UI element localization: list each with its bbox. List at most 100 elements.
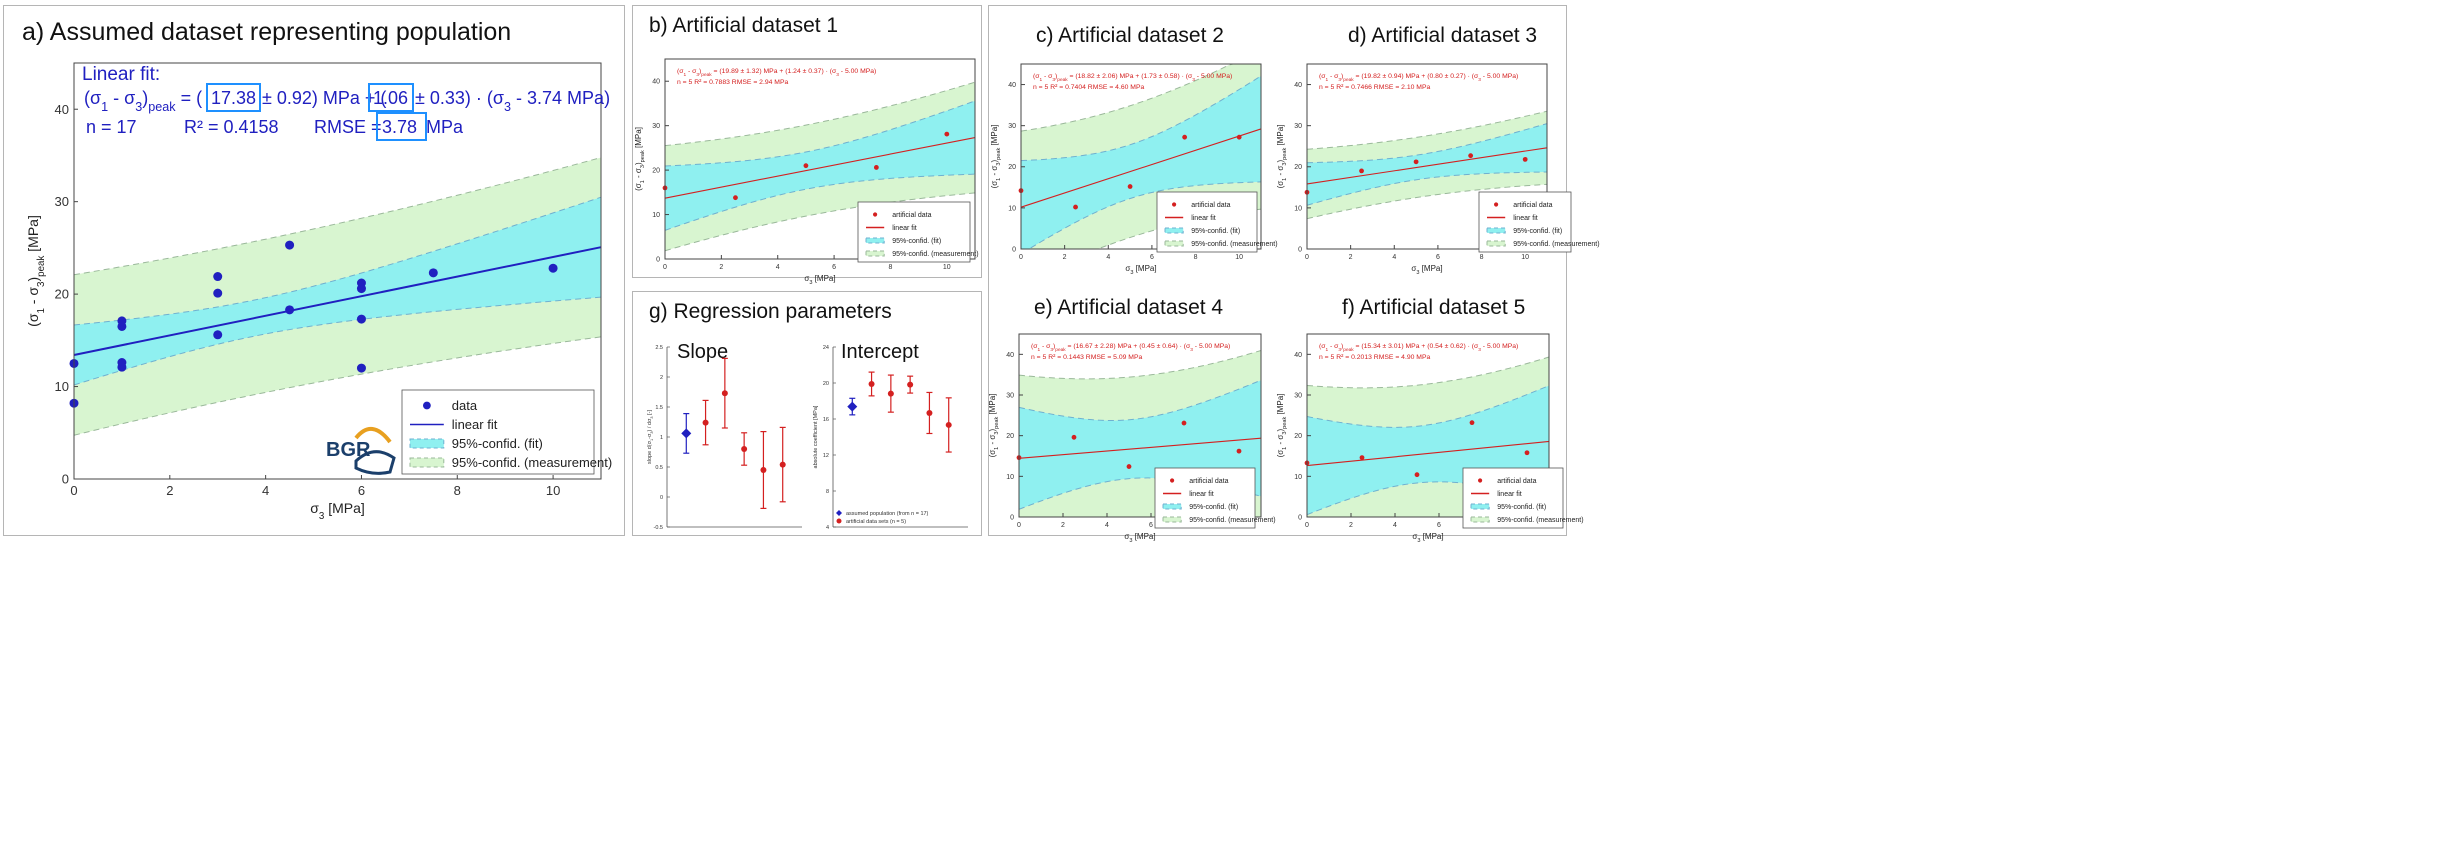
legend-label: artificial data — [1497, 478, 1536, 485]
y-tick-label: 10 — [1006, 474, 1014, 481]
legend-label: artificial data — [1189, 478, 1228, 485]
legend-label: 95%-confid. (fit) — [1513, 228, 1562, 235]
legend-marker-measurement-band — [1470, 516, 1490, 523]
panel-g-title: g) Regression parameters — [649, 300, 892, 323]
band-fit-d — [1307, 123, 1547, 206]
y-tick-label: 30 — [1294, 123, 1302, 130]
legend-g: assumed population (from n = 17) artifici… — [836, 510, 929, 525]
bgr-logo: BGR — [326, 427, 396, 475]
y-axis-label: (σ1 - σ3)peak [MPa] — [988, 394, 1000, 458]
legend-label: linear fit — [1189, 491, 1214, 498]
band-fit-upper-d — [1306, 123, 1548, 164]
annotation-rmse: 3.78 — [382, 117, 417, 137]
band-fit-upper-c — [1020, 75, 1262, 162]
y-tick-label: 40 — [1006, 352, 1014, 359]
annotation-stats-c: n = 5 R² = 0.7404 RMSE = 4.60 MPa — [1033, 84, 1144, 91]
annotation-equation-b: (σ1 - σ3)peak = (19.89 ± 1.32) MPa + (1.… — [677, 68, 876, 78]
y-tick-label: 20 — [652, 168, 660, 175]
annotation-stats-b: n = 5 R² = 0.7883 RMSE = 2.94 MPa — [677, 79, 788, 86]
x-axis-label: σ3 [MPa] — [1125, 264, 1156, 276]
y-tick-label: 16 — [823, 417, 829, 423]
x-axis-label: σ3 [MPa] — [1412, 532, 1443, 544]
legend-f: artificial data linear fit 95%-confid. (fi… — [1462, 467, 1584, 529]
band-measurement-upper-b — [664, 81, 976, 147]
y-tick-label: 2 — [660, 375, 663, 381]
panel-a: a) Assumed dataset representing populati… — [3, 5, 625, 536]
subplot-title: Intercept — [841, 341, 919, 363]
band-fit-upper-b — [664, 100, 976, 167]
x-tick-label: 2 — [1349, 254, 1353, 261]
annotation-b: (σ1 - σ3)peak = (19.89 ± 1.32) MPa + (1.… — [677, 68, 876, 86]
y-axis-label: slope d(σ1-σ3) / dσ3 [-] — [647, 410, 654, 464]
band-measurement-lower-a — [73, 336, 602, 436]
annotation-n: n = 17 — [86, 117, 137, 137]
y-axis-label: (σ1 - σ3)peak [MPa] — [1276, 125, 1288, 189]
data-point — [803, 163, 809, 169]
y-tick-label: 10 — [1294, 205, 1302, 212]
y-tick-label: 0 — [1298, 246, 1302, 253]
y-tick-label: 20 — [1006, 433, 1014, 440]
legend-label: 95%-confid. (fit) — [1191, 228, 1240, 235]
x-tick-label: 0 — [1305, 254, 1309, 261]
x-tick-label: 0 — [1305, 522, 1309, 529]
legend-label: 95%-confid. (fit) — [452, 436, 543, 451]
data-point — [356, 363, 366, 373]
y-tick-label: 0 — [1298, 514, 1302, 521]
x-tick-label: 4 — [262, 483, 269, 498]
legend-artificial-marker — [836, 518, 842, 524]
annotation-equation-e: (σ1 - σ3)peak = (16.67 ± 2.28) MPa + (0.… — [1031, 343, 1230, 353]
y-tick-label: 30 — [1006, 392, 1014, 399]
subplot-title: Slope — [677, 341, 728, 363]
annotation-a: Linear fit: (σ1 - σ3)peak = (17.38 ± 0.92)… — [82, 64, 610, 141]
y-tick-label: 0 — [62, 472, 69, 487]
annotation-title: Linear fit: — [82, 64, 160, 85]
x-tick-label: 4 — [1392, 254, 1396, 261]
y-tick-label: 0 — [656, 256, 660, 263]
legend-marker-data — [1170, 478, 1175, 483]
x-tick-label: 0 — [1019, 254, 1023, 261]
annotation-rmse-unit: MPa — [426, 117, 464, 137]
legend-label: 95%-confid. (measurement) — [1513, 241, 1599, 248]
x-tick-label: 4 — [1393, 522, 1397, 529]
y-tick-label: 4 — [826, 525, 829, 531]
x-tick-label: 2 — [1063, 254, 1067, 261]
annotation-equation-d: (σ1 - σ3)peak = (19.82 ± 0.94) MPa + (0.… — [1319, 73, 1518, 83]
x-tick-label: 2 — [719, 264, 723, 271]
population-marker — [681, 428, 692, 439]
plot-b: 0 2 4 6 8 10 0 10 20 30 40 σ3 [MPa] (σ1 - σ3)peak [M… — [634, 58, 976, 286]
y-tick-label: 30 — [1008, 123, 1016, 130]
data-point — [1073, 204, 1078, 210]
y-tick-label: 0.5 — [655, 465, 663, 471]
legend-marker-fit-band — [1164, 227, 1184, 234]
legend-marker-data — [423, 401, 431, 410]
y-tick-label: 12 — [823, 453, 829, 459]
data-point — [1469, 420, 1475, 426]
artificial-marker — [926, 409, 933, 416]
x-tick-label: 4 — [1106, 254, 1110, 261]
panel-g: g) Regression parameters Slope -0.5 0 0.5 1 1… — [632, 291, 982, 536]
band-fit-lower-d — [1306, 171, 1548, 206]
y-axis-label: (σ1 - σ3)peak [MPa] — [990, 125, 1002, 189]
artificial-marker — [945, 421, 952, 428]
band-fit-lower-b — [664, 173, 976, 231]
x-tick-label: 0 — [663, 264, 667, 271]
artificial-marker — [721, 390, 728, 397]
panel-b: b) Artificial dataset 1 0 2 4 6 8 10 0 10 20 30 40… — [632, 5, 982, 286]
legend-label: linear fit — [1191, 215, 1216, 222]
band-measurement-upper-f — [1306, 356, 1550, 389]
panel-cdef: c) Artificial dataset 2 d) Artificial da… — [988, 5, 1600, 544]
panel-c-title: c) Artificial dataset 2 — [1036, 24, 1224, 47]
data-point — [1359, 168, 1364, 174]
x-tick-label: 4 — [776, 264, 780, 271]
x-tick-label: 10 — [943, 264, 951, 271]
logo-wave — [354, 450, 396, 475]
legend-artificial-label: artificial data sets (n = 5) — [846, 519, 906, 525]
legend-b: artificial data linear fit 95%-confid. (fi… — [857, 201, 979, 263]
data-point — [285, 305, 295, 315]
legend-label: linear fit — [1513, 215, 1538, 222]
y-tick-label: 20 — [1294, 164, 1302, 171]
data-point — [1236, 448, 1242, 454]
legend-label: linear fit — [452, 417, 498, 432]
y-tick-label: 1 — [660, 435, 663, 441]
slope-plot: Slope -0.5 0 0.5 1 1.5 2 2.5 slope d(σ1-σ3) / dσ… — [647, 341, 802, 531]
